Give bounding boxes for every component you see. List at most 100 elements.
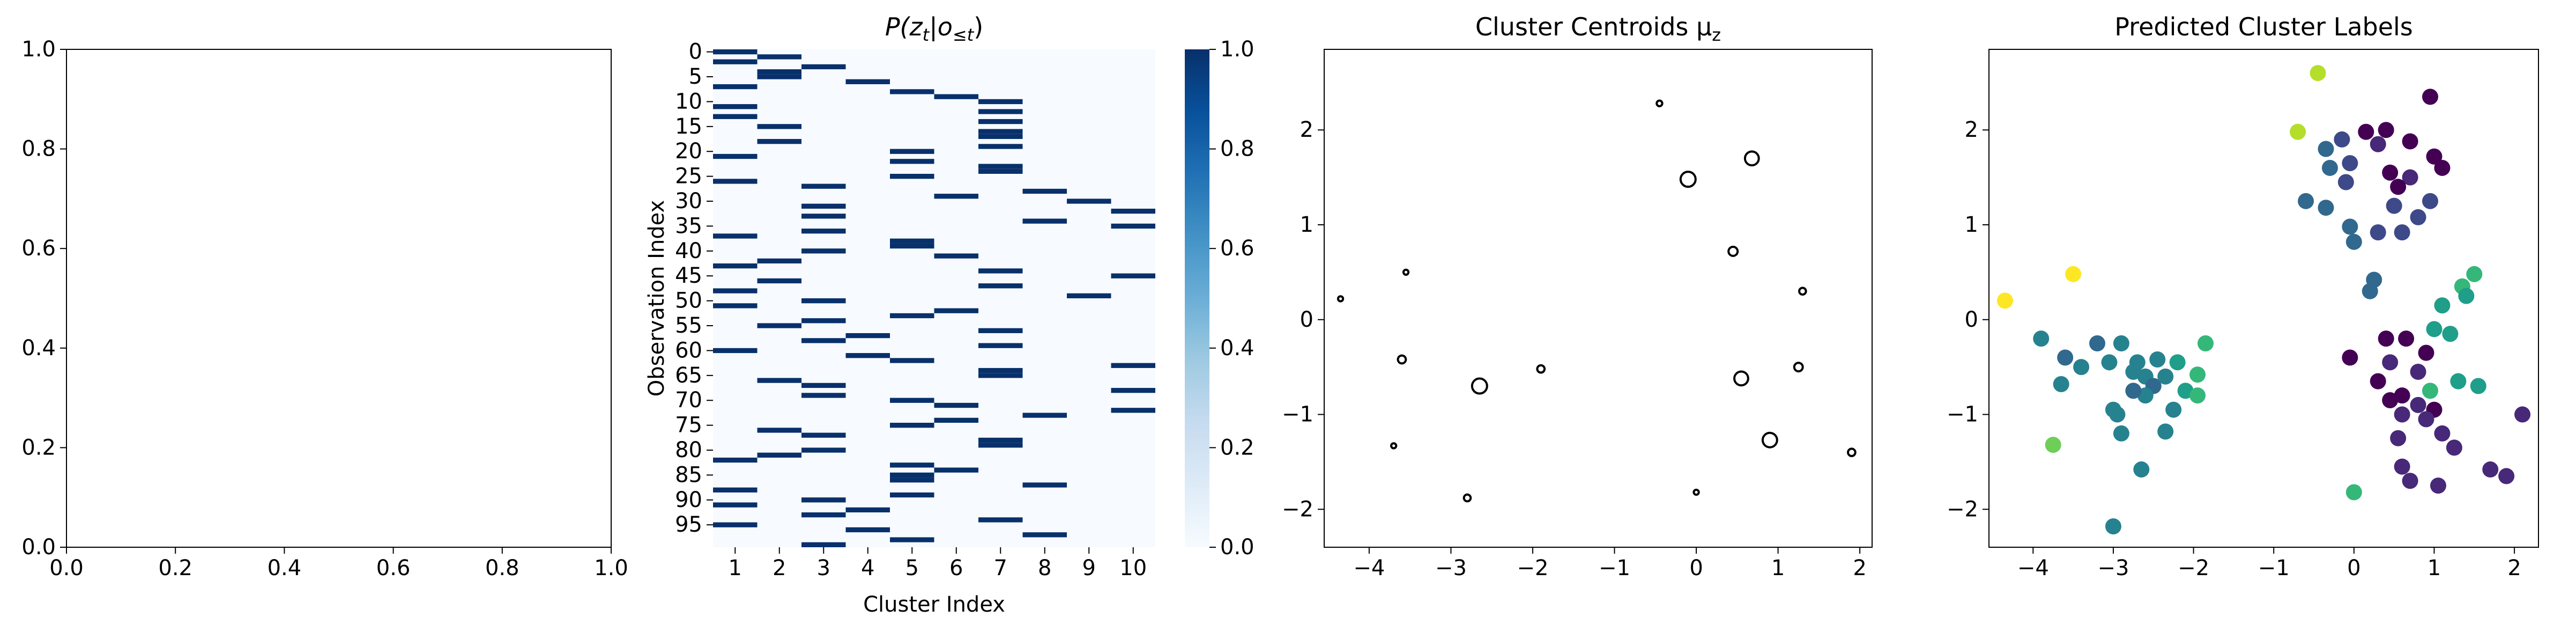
centroid-point bbox=[1536, 364, 1546, 374]
heatmap-cell bbox=[757, 69, 801, 75]
cluster-point bbox=[2318, 200, 2334, 216]
heatmap-cell bbox=[757, 54, 801, 60]
title-part: P(z bbox=[885, 12, 923, 41]
y-tick-label: 50 bbox=[675, 289, 702, 313]
cluster-point bbox=[2458, 288, 2475, 304]
heatmap-cell bbox=[978, 168, 1023, 174]
cluster-point bbox=[2342, 155, 2358, 172]
heatmap-cell bbox=[890, 159, 934, 164]
cluster-point bbox=[2053, 376, 2069, 392]
centroid-point bbox=[1798, 286, 1807, 296]
y-tick-label: 2 bbox=[1300, 117, 1313, 142]
heatmap-cell bbox=[890, 313, 934, 319]
heatmap-cell bbox=[801, 318, 846, 324]
heatmap-cell bbox=[845, 507, 890, 513]
heatmap-cell bbox=[713, 288, 758, 293]
heatmap-cell bbox=[845, 353, 890, 358]
heatmap-cell bbox=[1067, 293, 1111, 298]
y-tick-label: 25 bbox=[675, 164, 702, 189]
y-tick-label: 75 bbox=[675, 413, 702, 438]
x-tick-label: 0.0 bbox=[49, 556, 84, 580]
heatmap-cell bbox=[890, 358, 934, 363]
cluster-point bbox=[2402, 473, 2418, 489]
cluster-point bbox=[2382, 354, 2399, 371]
cluster-point bbox=[2394, 458, 2410, 475]
heatmap-cell bbox=[978, 328, 1023, 333]
cluster-point bbox=[2434, 297, 2451, 314]
cluster-point bbox=[2426, 148, 2443, 165]
x-tick-label: 9 bbox=[1082, 556, 1096, 580]
heatmap-cell bbox=[1111, 408, 1155, 413]
cluster-point bbox=[2137, 387, 2154, 404]
heatmap-cell bbox=[801, 298, 846, 304]
y-tick-label: −2 bbox=[1282, 497, 1313, 521]
heatmap-cell bbox=[978, 373, 1023, 378]
y-tick-label: 0.0 bbox=[21, 535, 56, 560]
cluster-point bbox=[2089, 335, 2106, 351]
colorbar-tick-label: 0.0 bbox=[1220, 535, 1254, 560]
x-tick-label: −2 bbox=[1517, 556, 1548, 580]
cluster-point bbox=[2378, 330, 2394, 347]
heatmap-cell bbox=[1111, 208, 1155, 214]
cluster-point bbox=[2045, 437, 2061, 453]
heatmap-cell bbox=[890, 472, 934, 478]
y-tick-label: 55 bbox=[675, 313, 702, 338]
y-tick-label: 0.2 bbox=[21, 435, 56, 460]
title-part: ) bbox=[974, 12, 983, 41]
cluster-point bbox=[2101, 354, 2118, 371]
cluster-point bbox=[2133, 461, 2150, 478]
heatmap-cell bbox=[1111, 223, 1155, 229]
heatmap-cell bbox=[713, 233, 758, 239]
x-tick-label: 4 bbox=[861, 556, 874, 580]
y-tick-label: 45 bbox=[675, 263, 702, 288]
cluster-point bbox=[2382, 392, 2399, 409]
x-tick-label: 3 bbox=[817, 556, 830, 580]
x-tick-label: 0 bbox=[2347, 556, 2360, 580]
heatmap-cell bbox=[934, 402, 978, 408]
y-tick-label: 95 bbox=[675, 512, 702, 537]
heatmap-cell bbox=[978, 268, 1023, 274]
cluster-point bbox=[2418, 411, 2434, 428]
cluster-point bbox=[1996, 292, 2013, 309]
cluster-point bbox=[2189, 366, 2206, 383]
y-tick-label: 0.8 bbox=[21, 137, 56, 161]
centroid-point bbox=[1402, 268, 1410, 276]
centroid-point bbox=[1733, 370, 1749, 387]
cluster-point bbox=[2321, 159, 2338, 176]
centroids-panel: −4 −3 −2 −1 0 1 2 −2 −1 0 1 2 Cluster Centroids μz bbox=[1282, 12, 1873, 580]
cluster-point bbox=[2394, 224, 2410, 241]
cluster-point bbox=[2057, 349, 2074, 366]
heatmap-cell bbox=[890, 238, 934, 244]
x-tick-label: 1 bbox=[2427, 556, 2441, 580]
heatmap-cell bbox=[757, 74, 801, 79]
x-tick-label: 1.0 bbox=[594, 556, 628, 580]
heatmap-cell bbox=[801, 248, 846, 254]
x-tick-label: 0.4 bbox=[268, 556, 302, 580]
heatmap-cell bbox=[1022, 188, 1067, 194]
heatmap-cell bbox=[757, 378, 801, 383]
heatmap-cell bbox=[978, 437, 1023, 443]
colorbar bbox=[1185, 49, 1209, 547]
heatmap-cell bbox=[978, 283, 1023, 289]
title-part: ≤t bbox=[953, 25, 975, 45]
chart-title: Predicted Cluster Labels bbox=[2114, 12, 2413, 41]
chart-title: Cluster Centroids μz bbox=[1475, 12, 1721, 45]
heatmap-cell bbox=[1111, 388, 1155, 393]
cluster-point bbox=[2345, 484, 2362, 501]
heatmap-cell bbox=[713, 303, 758, 308]
cluster-point bbox=[2065, 266, 2082, 282]
axes-frame bbox=[1324, 49, 1873, 548]
heatmap-cell bbox=[713, 487, 758, 493]
heatmap-cell bbox=[713, 59, 758, 64]
heatmap-cell bbox=[934, 253, 978, 259]
cluster-point bbox=[2434, 425, 2451, 442]
heatmap-cell bbox=[713, 522, 758, 527]
cluster-point bbox=[2298, 193, 2314, 209]
x-tick-label: 0.6 bbox=[376, 556, 411, 580]
heatmap-cell bbox=[713, 502, 758, 508]
heatmap-cell bbox=[890, 477, 934, 483]
heatmap-cell bbox=[978, 99, 1023, 105]
cluster-point bbox=[2125, 363, 2142, 380]
cluster-point bbox=[2402, 133, 2418, 150]
heatmap-cell bbox=[890, 174, 934, 179]
